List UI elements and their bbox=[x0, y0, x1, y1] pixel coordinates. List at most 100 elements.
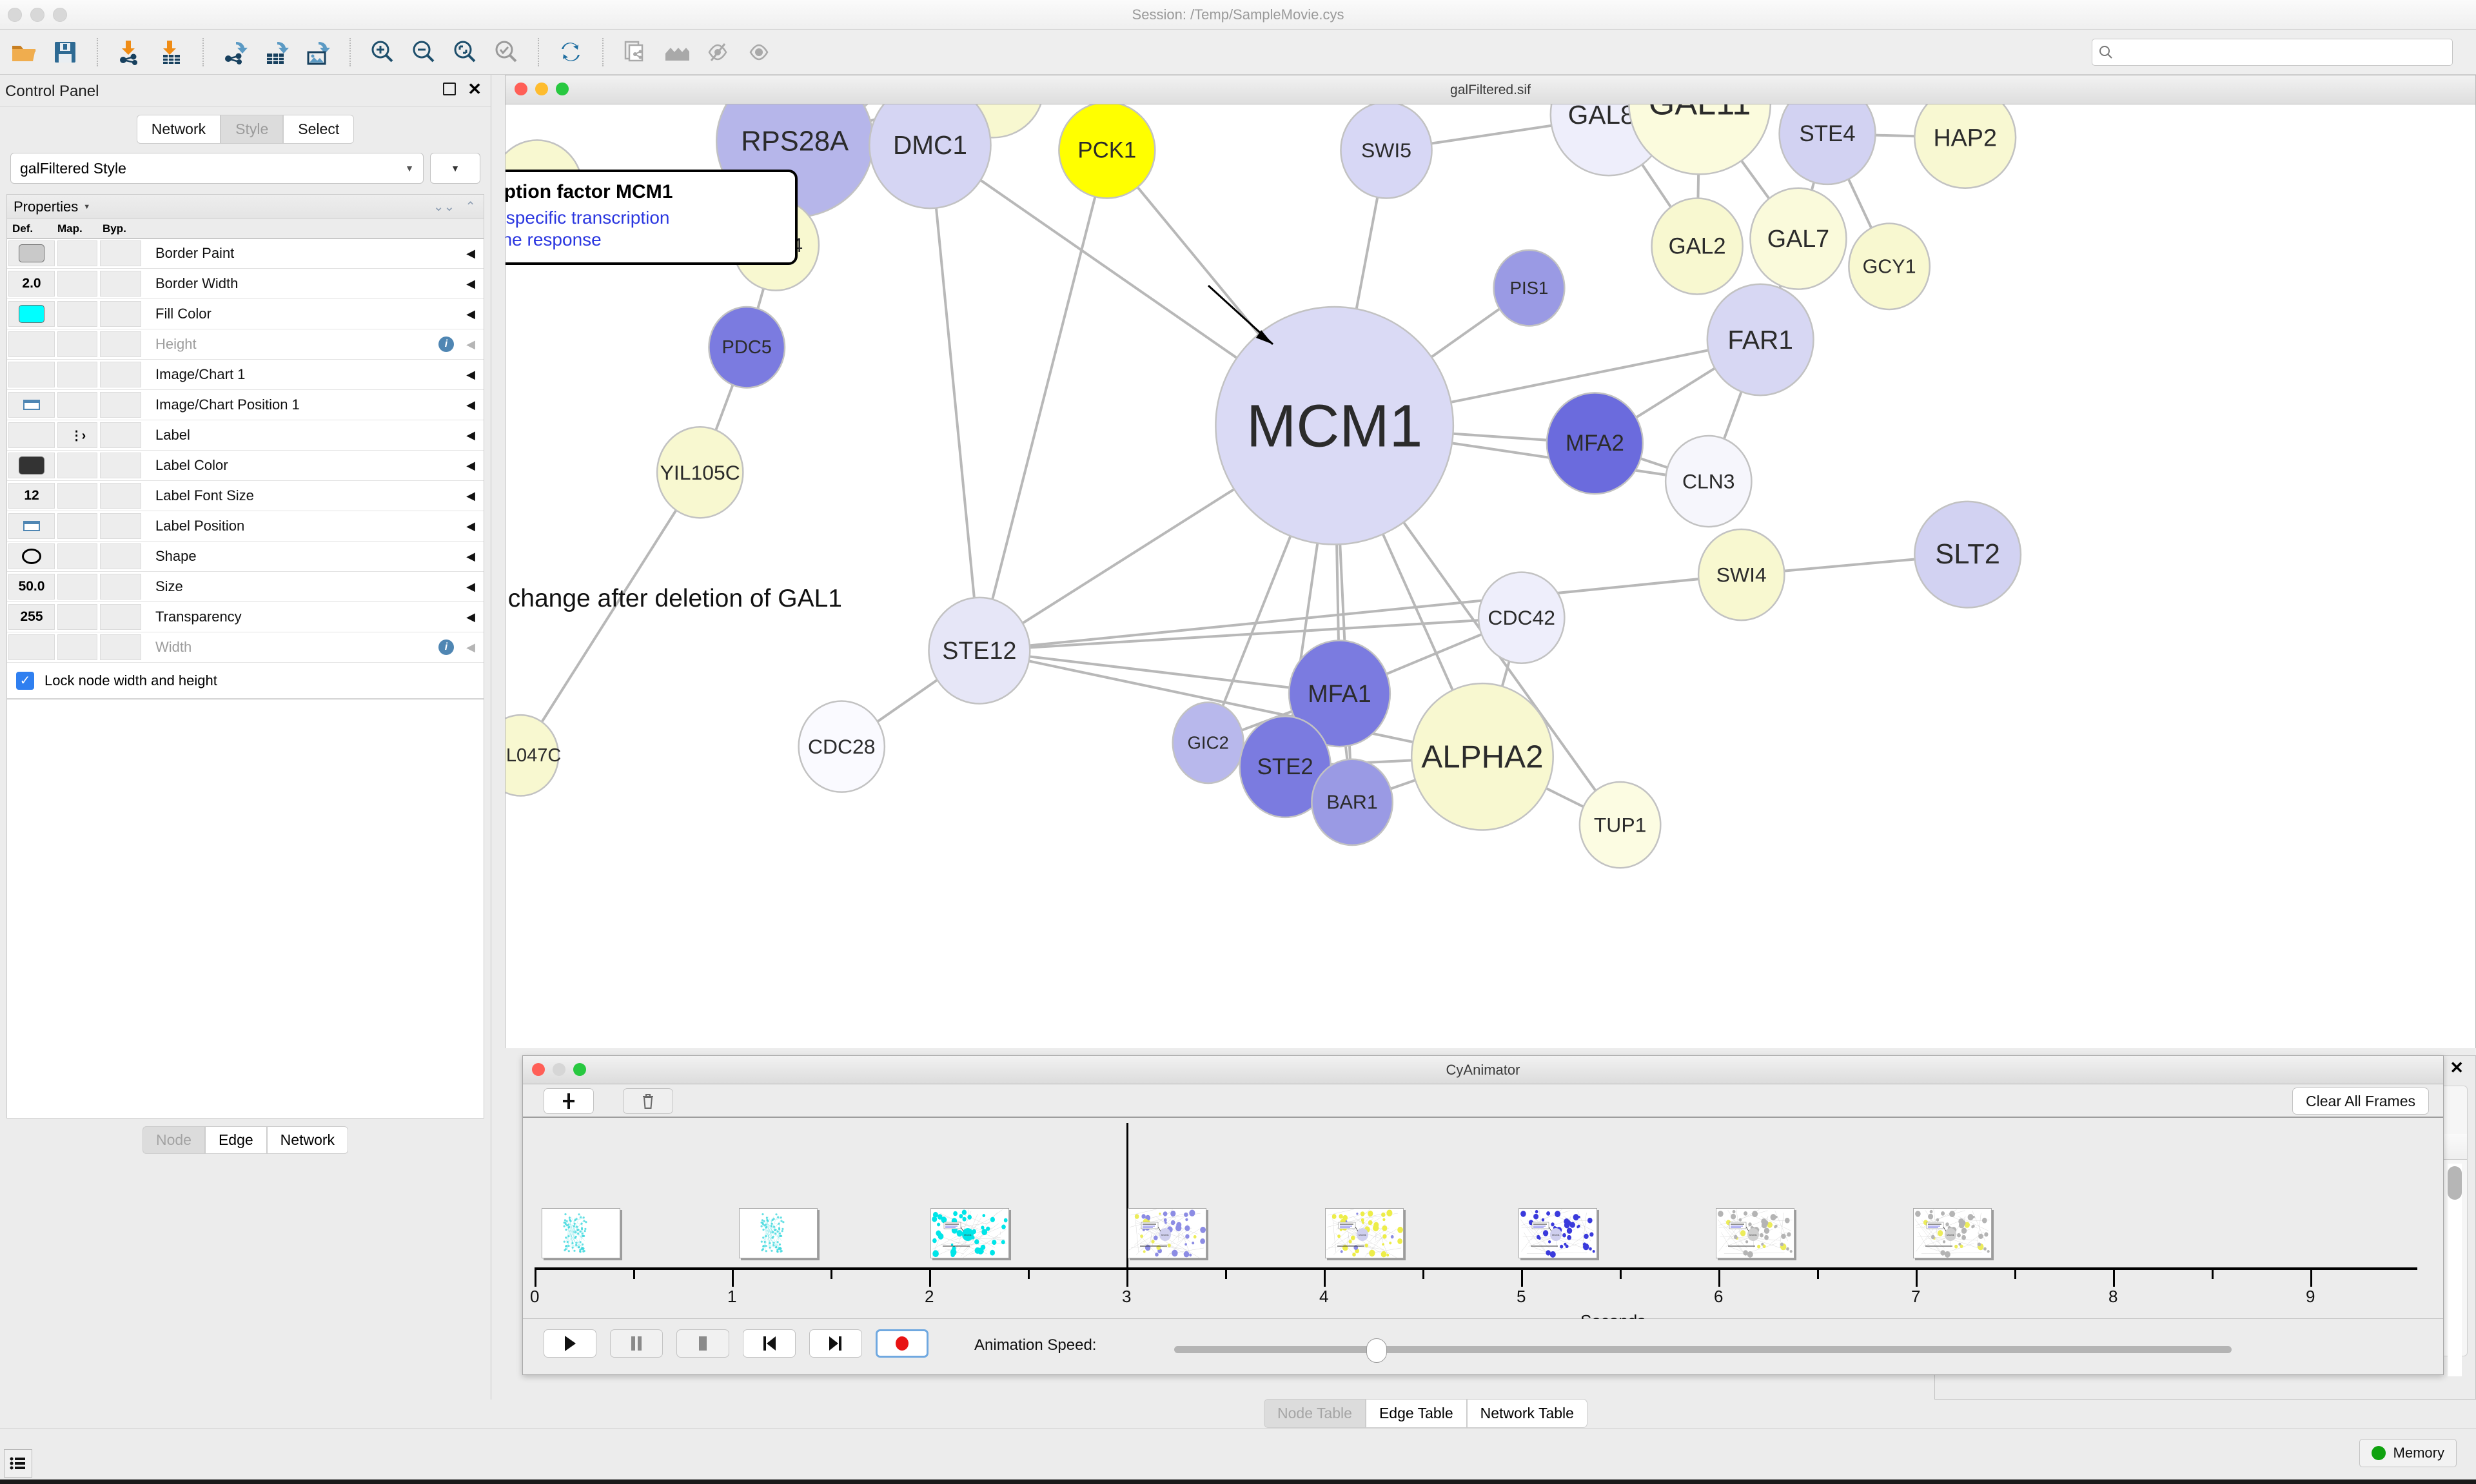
timeline-frame[interactable]: MCM1 bbox=[930, 1208, 1010, 1258]
color-swatch[interactable] bbox=[19, 305, 44, 323]
network-node[interactable]: CDC42 bbox=[1477, 571, 1566, 665]
property-mapping-cell[interactable] bbox=[57, 513, 97, 539]
network-node[interactable]: SLT2 bbox=[1914, 500, 2022, 609]
network-edge[interactable] bbox=[519, 471, 702, 756]
property-mapping-cell[interactable]: ⋮› bbox=[57, 422, 97, 448]
property-bypass-cell[interactable] bbox=[100, 331, 141, 357]
network-edge[interactable] bbox=[928, 144, 981, 651]
delete-frame-button[interactable] bbox=[623, 1088, 673, 1114]
property-mapping-cell[interactable] bbox=[57, 392, 97, 418]
network-node[interactable]: FAR1 bbox=[1706, 283, 1814, 396]
property-expand-arrow-icon[interactable]: ◀ bbox=[466, 367, 475, 381]
property-bypass-cell[interactable] bbox=[100, 240, 141, 266]
table-scrollbar[interactable] bbox=[2448, 1164, 2462, 1376]
property-bypass-cell[interactable] bbox=[100, 604, 141, 630]
tab-network-style[interactable]: Network bbox=[266, 1126, 349, 1154]
tab-style[interactable]: Style bbox=[221, 115, 284, 144]
animation-speed-slider[interactable] bbox=[1174, 1346, 2232, 1353]
network-edge[interactable] bbox=[978, 150, 1108, 651]
property-expand-arrow-icon[interactable]: ◀ bbox=[466, 307, 475, 320]
property-default-cell[interactable]: 50.0 bbox=[8, 574, 55, 600]
zoom-in-icon[interactable] bbox=[365, 35, 400, 70]
info-icon[interactable]: i bbox=[438, 639, 454, 655]
network-node[interactable]: STE4 bbox=[1778, 104, 1876, 186]
maximize-cyanimator-button[interactable] bbox=[573, 1063, 586, 1076]
property-row[interactable]: ⋮› Label ◀ bbox=[7, 420, 484, 451]
property-mapping-cell[interactable] bbox=[57, 543, 97, 569]
toggle-control-panel-button[interactable] bbox=[4, 1449, 32, 1478]
export-image-icon[interactable] bbox=[300, 35, 335, 70]
timeline-frame[interactable]: MCM1 bbox=[1518, 1208, 1597, 1258]
property-default-cell[interactable] bbox=[8, 422, 55, 448]
new-network-icon[interactable] bbox=[618, 35, 653, 70]
import-network-icon[interactable] bbox=[112, 35, 147, 70]
network-node[interactable]: SWI5 bbox=[1340, 104, 1433, 199]
property-row[interactable]: 12 Label Font Size ◀ bbox=[7, 481, 484, 511]
pause-button[interactable] bbox=[610, 1329, 663, 1358]
property-mapping-cell[interactable] bbox=[57, 331, 97, 357]
property-expand-arrow-icon[interactable]: ◀ bbox=[466, 428, 475, 442]
network-canvas[interactable]: RPS28BDCP1RPS28ADMC1PCK1SWI5GAL80GAL11ST… bbox=[506, 104, 2475, 1048]
network-node[interactable]: MFA1 bbox=[1288, 639, 1391, 748]
property-expand-arrow-icon[interactable]: ◀ bbox=[466, 337, 475, 351]
property-row[interactable]: 50.0 Size ◀ bbox=[7, 572, 484, 602]
property-bypass-cell[interactable] bbox=[100, 271, 141, 297]
timeline-frame[interactable]: MCM1 bbox=[1325, 1208, 1404, 1258]
network-node[interactable]: GAL2 bbox=[1651, 197, 1744, 295]
export-network-icon[interactable] bbox=[218, 35, 253, 70]
property-default-cell[interactable] bbox=[8, 301, 55, 327]
zoom-fit-selected-icon[interactable] bbox=[447, 35, 482, 70]
property-bypass-cell[interactable] bbox=[100, 301, 141, 327]
tab-network[interactable]: Network bbox=[136, 115, 221, 144]
close-panel-icon[interactable]: ✕ bbox=[467, 79, 482, 99]
close-cyanimator-button[interactable] bbox=[532, 1063, 545, 1076]
network-node[interactable]: PIS1 bbox=[1493, 249, 1566, 327]
tab-select[interactable]: Select bbox=[283, 115, 355, 144]
zoom-fit-icon[interactable] bbox=[489, 35, 524, 70]
property-mapping-cell[interactable] bbox=[57, 574, 97, 600]
timeline-frame[interactable]: MCM1 bbox=[1913, 1208, 1992, 1258]
network-node[interactable]: BAR1 bbox=[1311, 758, 1394, 846]
add-frame-button[interactable] bbox=[544, 1088, 594, 1114]
property-mapping-cell[interactable] bbox=[57, 604, 97, 630]
timeline-frame[interactable] bbox=[739, 1208, 818, 1258]
property-default-cell[interactable] bbox=[8, 513, 55, 539]
property-expand-arrow-icon[interactable]: ◀ bbox=[466, 277, 475, 290]
network-node[interactable]: HAP2 bbox=[1914, 104, 2017, 190]
first-frame-button[interactable] bbox=[743, 1329, 796, 1358]
property-expand-arrow-icon[interactable]: ◀ bbox=[466, 398, 475, 411]
property-bypass-cell[interactable] bbox=[100, 483, 141, 509]
property-row[interactable]: Width i ◀ bbox=[7, 632, 484, 663]
animation-speed-slider-handle[interactable] bbox=[1366, 1338, 1387, 1363]
import-table-icon[interactable] bbox=[153, 35, 188, 70]
property-row[interactable]: 255 Transparency ◀ bbox=[7, 602, 484, 632]
network-node[interactable]: PDC5 bbox=[708, 306, 786, 389]
property-row[interactable]: Shape ◀ bbox=[7, 542, 484, 572]
property-mapping-cell[interactable] bbox=[57, 271, 97, 297]
property-mapping-cell[interactable] bbox=[57, 362, 97, 387]
network-node[interactable]: TUP1 bbox=[1578, 781, 1662, 869]
property-bypass-cell[interactable] bbox=[100, 362, 141, 387]
property-default-cell[interactable] bbox=[8, 392, 55, 418]
network-node[interactable]: STE12 bbox=[928, 596, 1031, 705]
property-bypass-cell[interactable] bbox=[100, 574, 141, 600]
close-window-button[interactable] bbox=[8, 8, 22, 22]
close-table-panel-icon[interactable]: ✕ bbox=[2450, 1058, 2464, 1077]
network-node[interactable]: DMC1 bbox=[869, 104, 992, 210]
property-default-cell[interactable] bbox=[8, 453, 55, 478]
record-button[interactable] bbox=[876, 1329, 928, 1358]
property-row[interactable]: Label Position ◀ bbox=[7, 511, 484, 542]
property-expand-arrow-icon[interactable]: ◀ bbox=[466, 610, 475, 623]
hide-selected-icon[interactable] bbox=[700, 35, 735, 70]
minimize-window-button[interactable] bbox=[30, 8, 44, 22]
float-panel-icon[interactable] bbox=[443, 83, 457, 95]
property-bypass-cell[interactable] bbox=[100, 513, 141, 539]
network-node[interactable]: GAL11 bbox=[1628, 104, 1772, 175]
tab-network-table[interactable]: Network Table bbox=[1466, 1399, 1587, 1428]
window-traffic-lights[interactable] bbox=[8, 8, 67, 22]
property-expand-arrow-icon[interactable]: ◀ bbox=[466, 549, 475, 563]
property-expand-arrow-icon[interactable]: ◀ bbox=[466, 458, 475, 472]
property-mapping-cell[interactable] bbox=[57, 240, 97, 266]
property-bypass-cell[interactable] bbox=[100, 422, 141, 448]
